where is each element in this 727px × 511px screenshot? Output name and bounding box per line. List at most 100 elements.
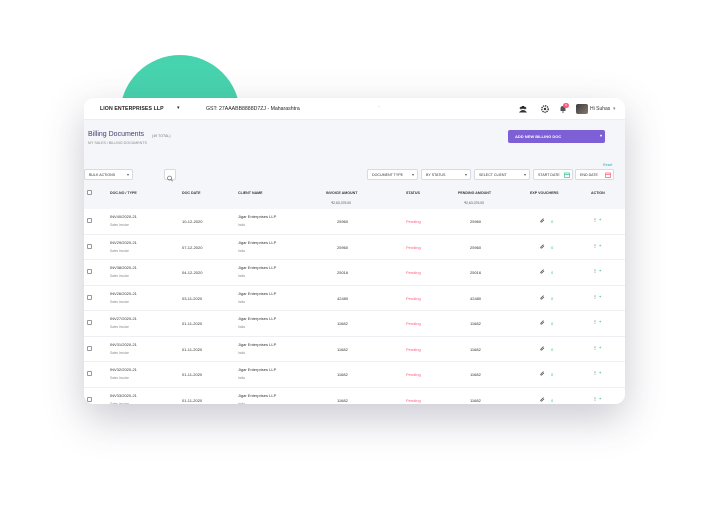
client-name[interactable]: Jigar Enterprises LLP: [238, 265, 277, 270]
header-invoice-amount[interactable]: INVOICE AMOUNT: [326, 191, 358, 195]
row-checkbox[interactable]: [87, 320, 92, 325]
client-name[interactable]: Jigar Enterprises LLP: [238, 316, 277, 321]
row-checkbox[interactable]: [87, 371, 92, 376]
company-selector[interactable]: LION ENTERPRISES LLP: [100, 106, 164, 112]
plus-icon[interactable]: +: [599, 344, 602, 350]
doc-number[interactable]: INV33/2020-21: [110, 392, 137, 398]
plus-icon[interactable]: +: [599, 268, 602, 273]
client-name[interactable]: Jigar Enterprises LLP: [238, 392, 277, 398]
doc-number[interactable]: INV38/2020-21: [110, 265, 137, 270]
doc-number[interactable]: INV31/2020-21: [110, 341, 137, 347]
status-select[interactable]: BY STATUS ▾: [421, 169, 471, 180]
bulk-actions-select[interactable]: BULK ACTIONS ▾: [84, 169, 133, 180]
doc-type: Sales Invoice: [110, 325, 129, 329]
client-country: India: [238, 248, 245, 253]
row-checkbox[interactable]: [87, 294, 92, 300]
pending-amount: 11682: [470, 346, 481, 352]
plus-icon[interactable]: +: [599, 293, 602, 299]
document-type-label: DOCUMENT TYPE: [372, 173, 404, 177]
gst-selector[interactable]: GST: 27AAABB8888D7ZJ - Maharashtra: [206, 106, 300, 112]
company-caret-icon[interactable]: ▾: [177, 105, 180, 111]
start-date-input[interactable]: START DATE: [533, 169, 573, 180]
end-date-input[interactable]: END DATE: [575, 169, 614, 180]
reset-filters-link[interactable]: Reset: [603, 163, 613, 167]
header-action: ACTION: [591, 191, 605, 195]
kebab-menu-icon[interactable]: ⋮: [593, 293, 597, 299]
doc-number[interactable]: INV40/2020-21: [110, 214, 137, 219]
table-row[interactable]: INV26/2020-21 Sales Invoice 03-11-2020 J…: [84, 285, 625, 311]
client-name[interactable]: Jigar Enterprises LLP: [238, 290, 277, 296]
kebab-menu-icon[interactable]: ⋮: [593, 242, 597, 248]
header-doc-date[interactable]: DOC DATE: [182, 191, 201, 195]
add-billing-doc-button[interactable]: ADD NEW BILLING DOC ▾: [508, 130, 605, 143]
row-checkbox[interactable]: [87, 269, 92, 274]
paperclip-icon[interactable]: [539, 243, 545, 249]
notification-badge: 0: [563, 103, 569, 108]
kebab-menu-icon[interactable]: ⋮: [593, 344, 597, 350]
table-row[interactable]: INV40/2020-21 Sales Invoice 10-12-2020 J…: [84, 209, 625, 235]
plus-icon[interactable]: +: [599, 370, 602, 375]
table-row[interactable]: INV31/2020-21 Sales Invoice 01-11-2020 J…: [84, 336, 625, 362]
client-name[interactable]: Jigar Enterprises LLP: [238, 239, 277, 245]
doc-number[interactable]: INV32/2020-21: [110, 367, 137, 372]
paperclip-icon[interactable]: [539, 217, 545, 223]
client-name[interactable]: Jigar Enterprises LLP: [238, 341, 277, 347]
paperclip-icon[interactable]: [539, 294, 545, 300]
select-all-checkbox[interactable]: [87, 190, 92, 195]
table-row[interactable]: INV29/2020-21 Sales Invoice 07-12-2020 J…: [84, 234, 625, 260]
avatar[interactable]: [576, 104, 588, 114]
client-country: India: [238, 401, 245, 405]
header-client-name[interactable]: CLIENT NAME: [238, 191, 263, 195]
table-row[interactable]: INV38/2020-21 Sales Invoice 04-12-2020 J…: [84, 260, 625, 286]
paperclip-icon[interactable]: [539, 345, 545, 351]
paperclip-icon[interactable]: [539, 268, 545, 274]
breadcrumb[interactable]: MY SALES / BILLING DOCUMENTS: [88, 141, 147, 145]
plus-icon[interactable]: +: [599, 242, 602, 248]
table-row[interactable]: INV33/2020-21 Sales Invoice 01-11-2020 J…: [84, 387, 625, 405]
pending-amount: 11682: [470, 372, 481, 377]
client-select[interactable]: SELECT CLIENT ▾: [474, 169, 530, 180]
plus-icon[interactable]: +: [599, 395, 602, 401]
user-menu-caret-icon[interactable]: ▾: [613, 106, 616, 112]
team-icon[interactable]: [518, 104, 528, 114]
kebab-menu-icon[interactable]: ⋮: [593, 319, 597, 324]
doc-number[interactable]: INV29/2020-21: [110, 239, 137, 245]
document-type-select[interactable]: DOCUMENT TYPE ▾: [367, 169, 418, 180]
header-doc-no[interactable]: DOC.NO / TYPE: [110, 191, 137, 195]
row-checkbox[interactable]: [87, 396, 92, 402]
table-row[interactable]: INV32/2020-21 Sales Invoice 01-11-2020 J…: [84, 362, 625, 388]
doc-type: Sales Invoice: [110, 401, 129, 405]
doc-number[interactable]: INV26/2020-21: [110, 290, 137, 296]
invoice-amount: 25960: [337, 219, 349, 224]
doc-number[interactable]: INV27/2020-21: [110, 316, 137, 321]
gst-caret-icon[interactable]: ·: [378, 104, 380, 110]
table-row[interactable]: INV27/2020-21 Sales Invoice 01-11-2020 J…: [84, 311, 625, 337]
row-checkbox[interactable]: [87, 218, 92, 223]
doc-type: Sales Invoice: [110, 248, 129, 253]
doc-type: Sales Invoice: [110, 350, 129, 355]
row-checkbox[interactable]: [87, 243, 92, 249]
search-button[interactable]: [164, 169, 176, 182]
gear-icon[interactable]: [540, 104, 550, 114]
client-name[interactable]: Jigar Enterprises LLP: [238, 214, 277, 219]
paperclip-icon[interactable]: [539, 396, 545, 402]
voucher-count: 0: [551, 270, 554, 275]
calendar-icon: [564, 172, 570, 178]
header-status[interactable]: STATUS: [406, 191, 420, 195]
row-checkbox[interactable]: [87, 345, 92, 351]
kebab-menu-icon[interactable]: ⋮: [593, 395, 597, 401]
plus-icon[interactable]: +: [599, 319, 602, 324]
paperclip-icon[interactable]: [539, 319, 545, 325]
doc-date: 01-11-2020: [182, 397, 203, 403]
kebab-menu-icon[interactable]: ⋮: [593, 370, 597, 375]
header-pending-amount[interactable]: PENDING AMOUNT: [458, 191, 492, 195]
voucher-count: 0: [551, 219, 554, 224]
plus-icon[interactable]: +: [599, 217, 602, 222]
kebab-menu-icon[interactable]: ⋮: [593, 268, 597, 273]
header-exp-vouchers[interactable]: EXP VOUCHERS: [530, 191, 559, 195]
client-name[interactable]: Jigar Enterprises LLP: [238, 367, 277, 372]
user-greeting[interactable]: Hi Suhas: [590, 106, 611, 112]
calendar-icon: [605, 172, 611, 178]
kebab-menu-icon[interactable]: ⋮: [593, 217, 597, 222]
paperclip-icon[interactable]: [539, 370, 545, 376]
